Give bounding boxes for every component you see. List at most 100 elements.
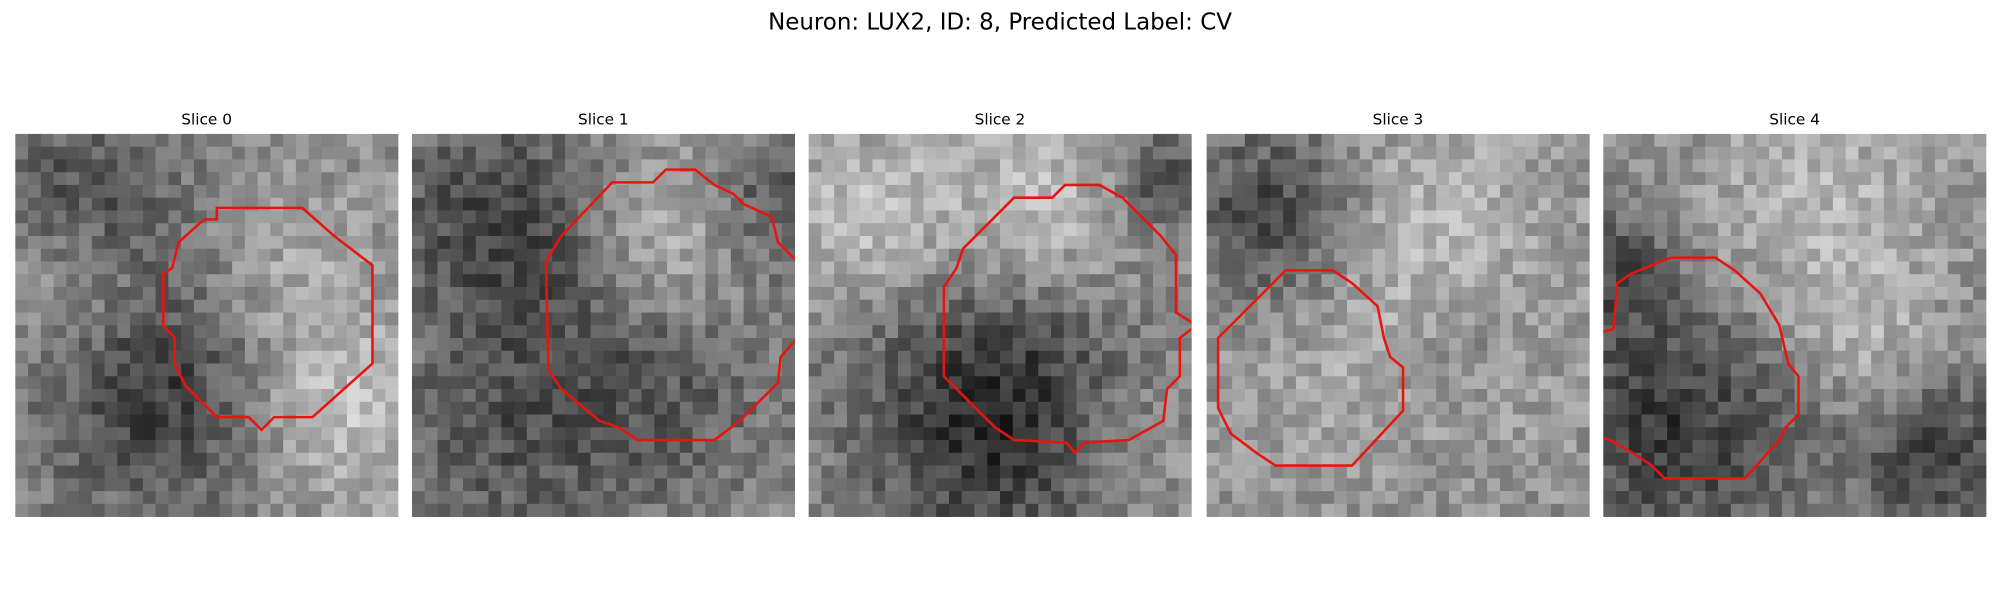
pixel xyxy=(897,503,912,517)
pixel xyxy=(1603,376,1617,390)
pixel xyxy=(808,414,822,428)
pixel xyxy=(488,133,502,148)
pixel xyxy=(514,197,528,211)
pixel xyxy=(295,146,310,160)
pixel xyxy=(1896,197,1910,211)
pixel xyxy=(1576,312,1590,326)
pixel xyxy=(475,223,489,237)
pixel xyxy=(641,363,655,377)
pixel xyxy=(1922,478,1936,492)
pixel xyxy=(1512,133,1526,148)
pixel xyxy=(181,325,195,339)
pixel xyxy=(1359,325,1373,339)
pixel xyxy=(590,478,604,492)
pixel xyxy=(730,172,744,186)
pixel xyxy=(270,465,284,479)
pixel xyxy=(1756,248,1770,262)
pixel xyxy=(1321,401,1335,415)
pixel xyxy=(206,133,220,148)
pixel xyxy=(488,465,502,479)
pixel xyxy=(232,389,246,403)
pixel xyxy=(1295,376,1310,390)
pixel xyxy=(424,184,438,199)
pixel xyxy=(885,184,899,199)
pixel xyxy=(66,440,80,454)
pixel xyxy=(142,363,156,377)
pixel xyxy=(910,414,924,428)
pixel xyxy=(1679,338,1693,352)
pixel xyxy=(1397,440,1412,454)
pixel xyxy=(1616,427,1630,441)
pixel xyxy=(808,325,822,339)
pixel xyxy=(155,338,169,352)
pixel xyxy=(1871,197,1885,211)
pixel xyxy=(488,159,502,173)
pixel xyxy=(1308,401,1322,415)
pixel xyxy=(53,159,67,173)
pixel xyxy=(346,465,361,479)
pixel xyxy=(1525,223,1539,237)
pixel xyxy=(168,427,182,441)
pixel xyxy=(1858,299,1872,313)
pixel xyxy=(283,363,297,377)
pixel xyxy=(1538,389,1552,403)
pixel xyxy=(692,248,706,262)
pixel xyxy=(1127,452,1141,466)
pixel xyxy=(104,235,118,250)
pixel xyxy=(334,312,348,326)
pixel xyxy=(539,223,553,237)
pixel xyxy=(1832,338,1847,352)
pixel xyxy=(1140,338,1154,352)
pixel xyxy=(142,414,156,428)
pixel xyxy=(999,363,1014,377)
pixel xyxy=(181,338,195,352)
pixel xyxy=(1076,210,1090,224)
pixel xyxy=(91,286,105,301)
pixel xyxy=(1423,248,1437,262)
pixel xyxy=(859,491,873,505)
pixel xyxy=(718,440,732,454)
pixel xyxy=(206,452,220,466)
pixel xyxy=(1756,427,1770,441)
pixel xyxy=(1257,491,1271,505)
pixel xyxy=(1244,312,1259,326)
pixel xyxy=(1114,427,1128,441)
pixel xyxy=(846,440,861,454)
pixel xyxy=(437,312,451,326)
pixel xyxy=(1794,427,1808,441)
pixel xyxy=(1832,465,1847,479)
pixel xyxy=(1423,401,1437,415)
pixel xyxy=(1474,197,1488,211)
pixel xyxy=(1551,197,1565,211)
pixel xyxy=(283,312,297,326)
pixel xyxy=(1832,389,1847,403)
pixel xyxy=(232,491,246,505)
pixel xyxy=(897,427,912,441)
pixel xyxy=(15,133,29,148)
pixel xyxy=(346,197,361,211)
pixel xyxy=(1769,299,1783,313)
pixel xyxy=(1794,159,1808,173)
pixel xyxy=(743,248,757,262)
pixel xyxy=(781,503,796,517)
pixel xyxy=(1308,491,1322,505)
pixel xyxy=(1283,223,1297,237)
pixel xyxy=(1321,197,1335,211)
pixel xyxy=(577,248,591,262)
pixel xyxy=(1679,363,1693,377)
pixel xyxy=(1679,197,1693,211)
pixel xyxy=(334,414,348,428)
pixel xyxy=(91,465,105,479)
pixel xyxy=(1896,338,1910,352)
pixel xyxy=(1283,376,1297,390)
pixel xyxy=(219,210,233,224)
pixel xyxy=(1219,350,1233,364)
pixel xyxy=(1576,491,1590,505)
pixel xyxy=(1756,363,1770,377)
pixel xyxy=(1244,478,1259,492)
pixel xyxy=(193,414,208,428)
pixel xyxy=(628,146,642,160)
pixel xyxy=(1973,223,1987,237)
pixel xyxy=(1140,159,1154,173)
pixel xyxy=(372,197,386,211)
